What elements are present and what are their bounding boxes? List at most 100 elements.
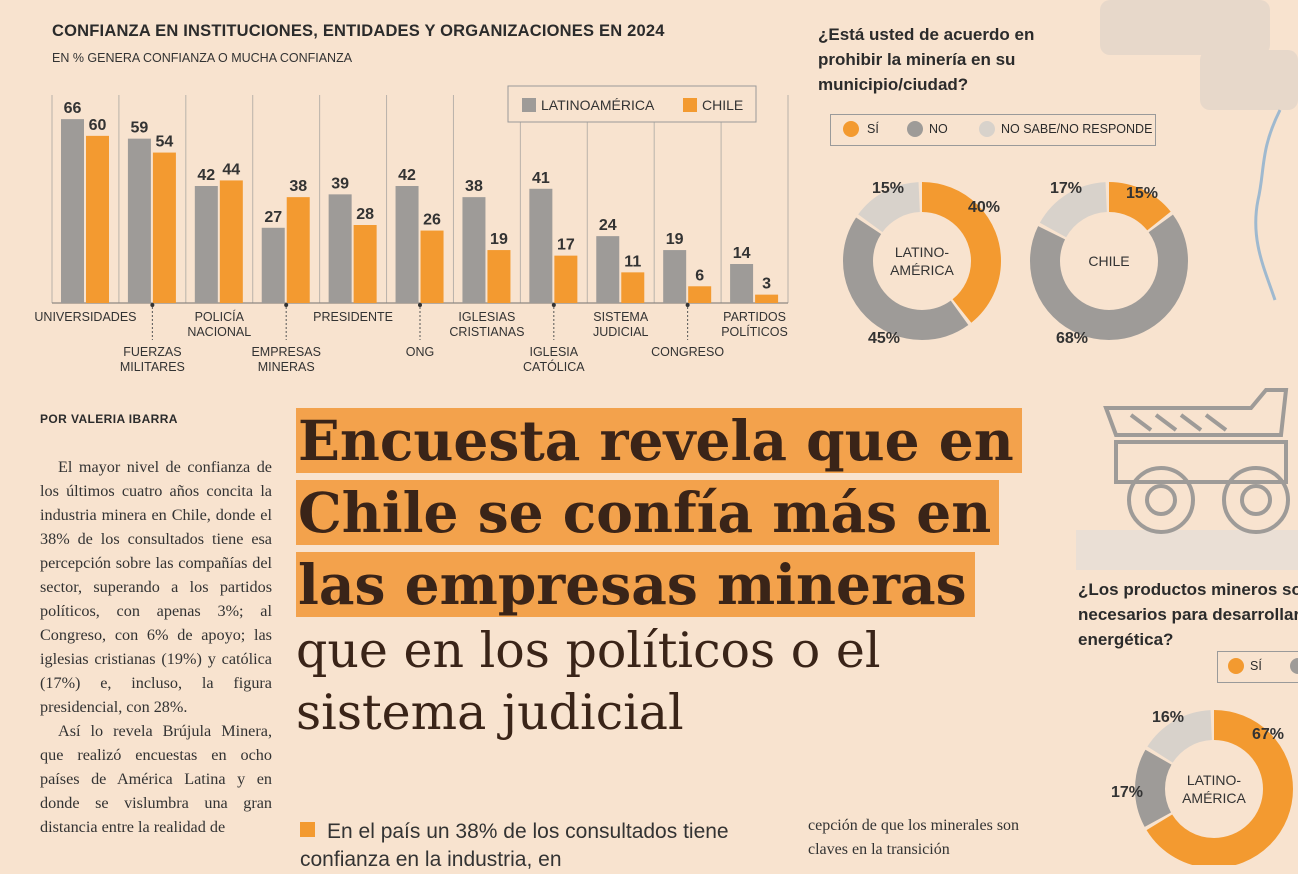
donut: 40% 45% 15% LATINO- AMÉRICA <box>843 180 1001 347</box>
bar <box>194 186 218 303</box>
donut-slice <box>843 182 1001 340</box>
data-label: 38 <box>289 178 307 195</box>
data-label: 11 <box>624 253 641 270</box>
category-label: SISTEMA <box>593 310 649 324</box>
donut-question-2: ¿Los productos mineros son necesarios pa… <box>1078 577 1298 652</box>
truck-icon <box>1076 388 1298 570</box>
data-label: 3 <box>762 276 771 293</box>
data-label: 19 <box>666 231 684 248</box>
leader-dot <box>284 303 289 307</box>
category-label: IGLESIA <box>529 345 578 359</box>
category-label: MINERAS <box>258 360 315 374</box>
bar-chart-subtitle: EN % GENERA CONFIANZA O MUCHA CONFIANZA <box>52 51 353 65</box>
question-line: prohibir la minería en su <box>818 50 1016 69</box>
donut-slice <box>1135 710 1293 865</box>
legend-swatch <box>683 98 697 112</box>
headline-continued: que en los políticos o el sistema judici… <box>296 620 1016 744</box>
data-label: 59 <box>131 120 149 137</box>
headline-line: Encuesta revela que en <box>296 408 1022 473</box>
bar <box>261 227 285 303</box>
legend-swatch-no <box>1290 658 1298 674</box>
data-label: 28 <box>356 206 374 223</box>
data-label: 41 <box>532 170 550 187</box>
data-label: 44 <box>222 161 240 178</box>
bar <box>554 255 578 303</box>
slice-label: 67% <box>1252 726 1284 743</box>
donut-center-label: LATINO- <box>895 244 950 260</box>
donut: 67% 17% 16% LATINO- AMÉRICA <box>1111 709 1293 865</box>
question-line: municipio/ciudad? <box>818 75 969 94</box>
question-line: necesarios para desarrollar <box>1078 605 1298 624</box>
bar-chart-title: CONFIANZA EN INSTITUCIONES, ENTIDADES Y … <box>52 22 665 40</box>
bar <box>688 286 712 303</box>
bar-legend: LATINOAMÉRICA CHILE <box>507 85 757 123</box>
data-label: 14 <box>733 245 751 262</box>
bar <box>286 197 310 303</box>
slice-label: 68% <box>1056 330 1088 347</box>
leader-dot <box>418 303 422 307</box>
bar <box>663 250 687 303</box>
bullet-square-icon <box>300 822 315 837</box>
slice-label: 17% <box>1050 180 1082 197</box>
legend-label: CHILE <box>702 97 743 113</box>
headline: Encuesta revela que en Chile se confía m… <box>296 405 1036 621</box>
category-label: NACIONAL <box>187 325 251 339</box>
category-label: CONGRESO <box>651 345 724 359</box>
donut-slice <box>843 182 1001 340</box>
question-line: ¿Los productos mineros son <box>1078 580 1298 599</box>
legend-label: NO <box>929 122 948 136</box>
legend-swatch-si <box>1228 658 1244 674</box>
bar <box>219 180 243 303</box>
bullet-point: En el país un 38% de los consultados tie… <box>300 818 740 874</box>
data-label: 27 <box>264 209 282 226</box>
legend-label: NO SABE/NO RESPONDE <box>1001 122 1153 136</box>
bar <box>152 152 176 303</box>
data-label: 19 <box>490 231 508 248</box>
leader-dot <box>150 303 155 307</box>
donut-question-1: ¿Está usted de acuerdo en prohibir la mi… <box>818 22 1078 97</box>
category-label: PRESIDENTE <box>313 310 393 324</box>
donut-center-label: LATINO- <box>1187 772 1242 788</box>
legend-box <box>507 85 757 123</box>
data-label: 24 <box>599 217 617 234</box>
category-label: UNIVERSIDADES <box>34 310 136 324</box>
bar <box>730 264 754 303</box>
donut-slice <box>1135 710 1293 865</box>
article-body: El mayor nivel de confianza de los últim… <box>40 455 272 839</box>
data-label: 60 <box>89 117 107 134</box>
donut-center-label: AMÉRICA <box>1182 790 1246 806</box>
legend-swatch <box>522 98 536 112</box>
legend-swatch-ns <box>979 121 995 137</box>
category-label: EMPRESAS <box>251 345 320 359</box>
headline-line: que en los políticos o el <box>296 622 881 679</box>
donut-legend-2: SÍ <box>1217 651 1298 683</box>
bar <box>395 186 419 303</box>
paragraph: El mayor nivel de confianza de los últim… <box>40 458 272 716</box>
bar <box>353 225 377 303</box>
donut-slice <box>843 182 1001 340</box>
data-label: 17 <box>557 237 575 254</box>
slice-label: 15% <box>872 180 904 197</box>
category-label: CRISTIANAS <box>449 325 524 339</box>
bar <box>86 135 109 303</box>
data-label: 6 <box>695 267 704 284</box>
category-label: ONG <box>406 345 434 359</box>
bar <box>420 230 444 303</box>
data-label: 42 <box>197 167 215 184</box>
category-label: MILITARES <box>120 360 185 374</box>
headline-line: Chile se confía más en <box>296 480 1000 545</box>
bar <box>596 236 620 303</box>
category-label: FUERZAS <box>123 345 181 359</box>
data-label: 38 <box>465 178 483 195</box>
headline-line: las empresas mineras <box>296 552 975 617</box>
article-column-3: cepción de que los minerales son claves … <box>808 817 1020 858</box>
bar <box>462 197 486 303</box>
bar <box>529 188 553 303</box>
legend-swatch-no <box>907 121 923 137</box>
legend-label: SÍ <box>867 122 879 136</box>
byline: POR VALERIA IBARRA <box>40 412 178 426</box>
data-label: 42 <box>398 167 416 184</box>
slice-label: 40% <box>968 199 1000 216</box>
legend-label: LATINOAMÉRICA <box>541 97 655 113</box>
